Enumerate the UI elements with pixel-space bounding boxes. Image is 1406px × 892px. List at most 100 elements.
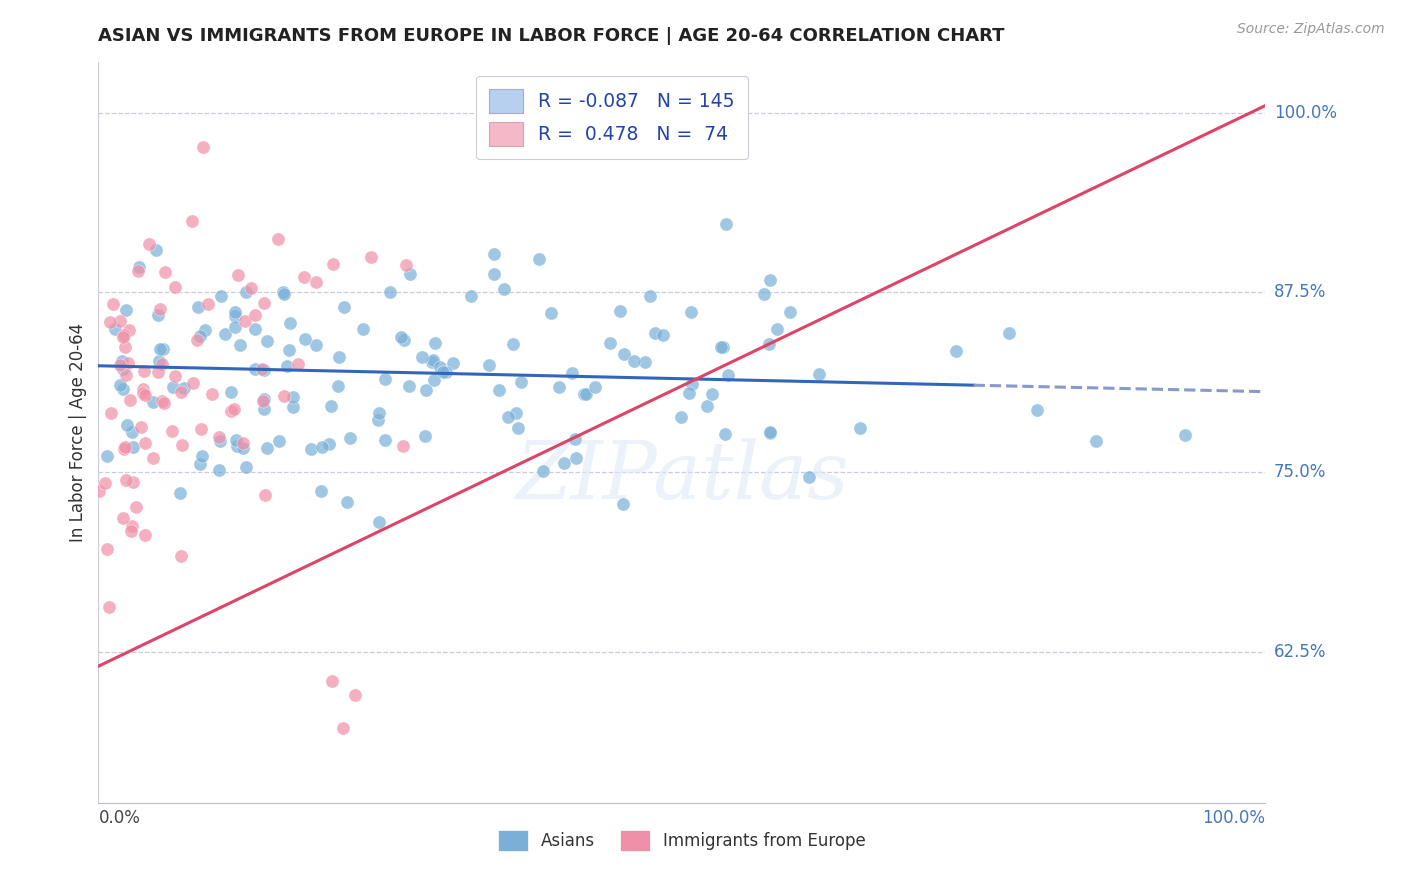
- Point: [278, 317, 301, 331]
- Point: [222, 401, 245, 416]
- Point: [146, 365, 169, 379]
- Point: [114, 440, 136, 454]
- Point: [553, 456, 575, 470]
- Point: [415, 384, 437, 398]
- Point: [225, 433, 247, 447]
- Point: [713, 340, 735, 354]
- Point: [276, 359, 298, 373]
- Point: [145, 243, 167, 257]
- Point: [240, 281, 263, 295]
- Point: [333, 300, 356, 314]
- Point: [121, 475, 143, 490]
- Point: [609, 303, 631, 318]
- Point: [100, 406, 122, 420]
- Point: [287, 357, 309, 371]
- Point: [411, 350, 433, 364]
- Point: [188, 457, 211, 471]
- Point: [232, 435, 254, 450]
- Point: [420, 355, 443, 369]
- Point: [209, 289, 232, 303]
- Point: [367, 516, 389, 530]
- Point: [612, 497, 634, 511]
- Point: [219, 403, 242, 417]
- Point: [759, 425, 782, 439]
- Point: [208, 430, 231, 444]
- Point: [273, 389, 295, 403]
- Point: [460, 288, 482, 302]
- Point: [1174, 427, 1197, 442]
- Point: [98, 315, 121, 329]
- Point: [149, 301, 172, 316]
- Point: [374, 433, 396, 447]
- Point: [267, 232, 290, 246]
- Point: [758, 337, 780, 351]
- Text: 100.0%: 100.0%: [1274, 103, 1337, 121]
- Point: [696, 399, 718, 413]
- Point: [191, 449, 214, 463]
- Point: [191, 140, 214, 154]
- Point: [112, 327, 135, 342]
- Point: [170, 384, 193, 399]
- Point: [759, 273, 782, 287]
- Legend: Asians, Immigrants from Europe: Asians, Immigrants from Europe: [491, 823, 873, 857]
- Point: [224, 310, 246, 324]
- Point: [267, 434, 290, 448]
- Point: [299, 442, 322, 456]
- Point: [998, 326, 1021, 340]
- Point: [634, 355, 657, 369]
- Point: [807, 367, 830, 381]
- Point: [149, 342, 172, 356]
- Point: [118, 323, 141, 337]
- Point: [294, 332, 316, 346]
- Point: [332, 721, 354, 735]
- Point: [392, 334, 415, 348]
- Point: [413, 429, 436, 443]
- Point: [849, 421, 872, 435]
- Text: ASIAN VS IMMIGRANTS FROM EUROPE IN LABOR FORCE | AGE 20-64 CORRELATION CHART: ASIAN VS IMMIGRANTS FROM EUROPE IN LABOR…: [98, 27, 1005, 45]
- Point: [759, 425, 782, 440]
- Point: [681, 376, 703, 391]
- Point: [253, 363, 276, 377]
- Point: [111, 353, 134, 368]
- Point: [488, 383, 510, 397]
- Point: [432, 365, 454, 379]
- Point: [197, 297, 219, 311]
- Point: [367, 413, 389, 427]
- Point: [484, 247, 506, 261]
- Point: [389, 330, 412, 344]
- Point: [583, 380, 606, 394]
- Point: [233, 314, 256, 328]
- Point: [114, 442, 136, 457]
- Point: [243, 322, 266, 336]
- Point: [229, 338, 252, 352]
- Point: [599, 335, 621, 350]
- Point: [765, 322, 787, 336]
- Point: [153, 395, 176, 409]
- Point: [120, 524, 142, 539]
- Point: [253, 392, 276, 406]
- Point: [208, 434, 231, 449]
- Point: [235, 285, 257, 299]
- Point: [564, 432, 586, 446]
- Point: [352, 322, 374, 336]
- Point: [278, 343, 301, 358]
- Point: [134, 388, 156, 402]
- Point: [150, 394, 173, 409]
- Point: [496, 410, 519, 425]
- Point: [572, 386, 595, 401]
- Point: [142, 395, 165, 409]
- Point: [97, 599, 120, 614]
- Point: [187, 300, 209, 314]
- Point: [478, 359, 501, 373]
- Point: [328, 350, 350, 364]
- Point: [87, 484, 110, 499]
- Point: [322, 257, 344, 271]
- Point: [253, 296, 276, 310]
- Point: [613, 346, 636, 360]
- Point: [152, 343, 174, 357]
- Point: [162, 380, 184, 394]
- Point: [1084, 434, 1107, 448]
- Text: 100.0%: 100.0%: [1202, 808, 1265, 827]
- Point: [115, 417, 138, 432]
- Point: [309, 483, 332, 498]
